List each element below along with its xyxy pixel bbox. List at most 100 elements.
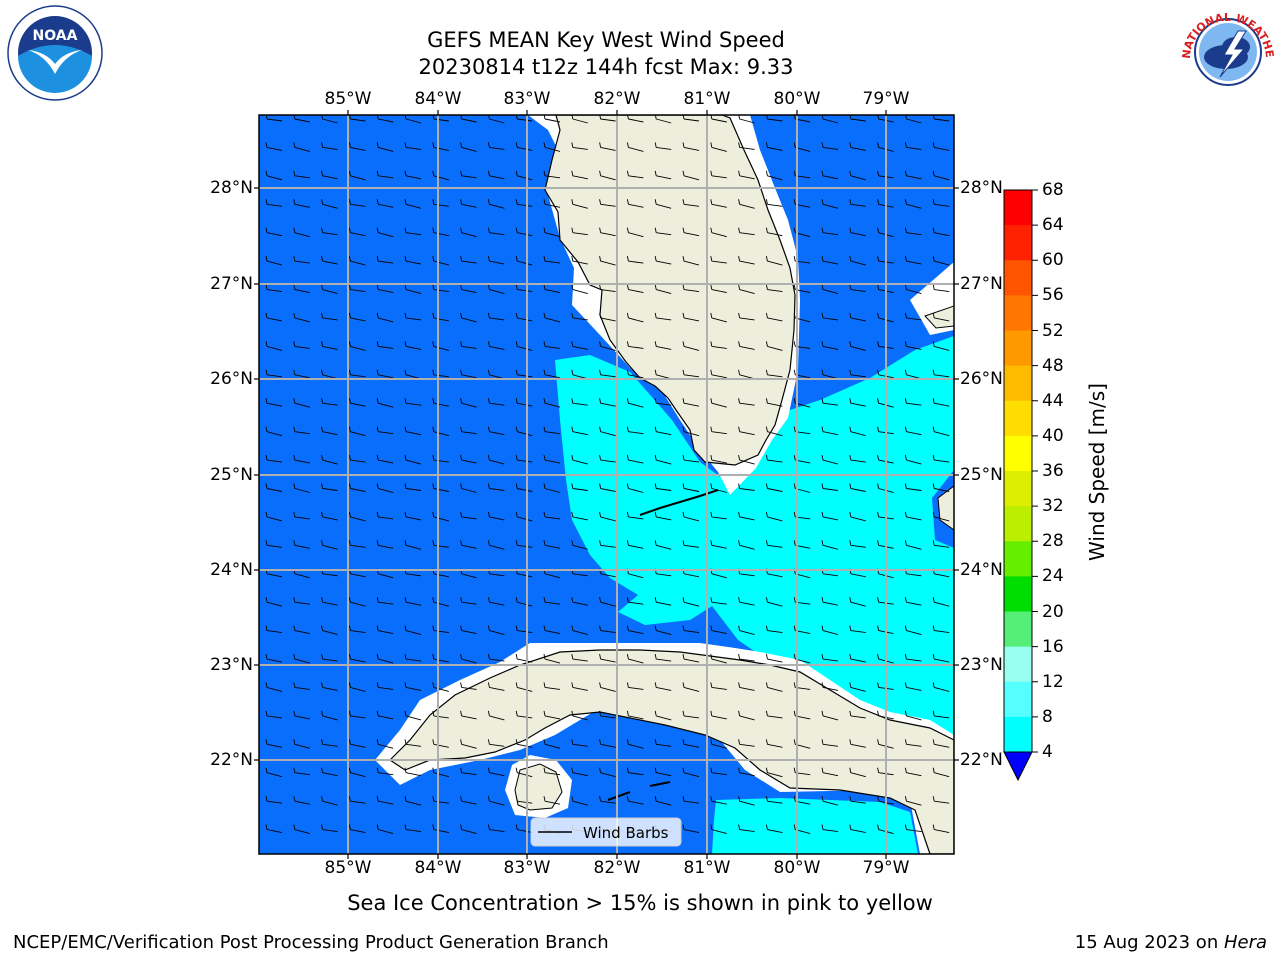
wind-barb <box>404 256 422 265</box>
wind-barb <box>348 454 366 463</box>
wind-barb <box>487 284 505 294</box>
wind-barb <box>626 625 644 635</box>
wind-barb <box>348 625 366 634</box>
wind-barb <box>905 115 922 124</box>
colorbar-segment <box>1004 681 1032 718</box>
wind-barb <box>654 767 672 777</box>
wind-barb <box>626 767 644 776</box>
wind-barb <box>765 454 783 463</box>
wind-barb <box>404 796 422 806</box>
wind-barb <box>849 142 866 151</box>
wind-barb <box>710 511 727 520</box>
wind-barb <box>626 170 644 179</box>
wind-barb <box>849 227 866 237</box>
wind-barb <box>432 653 449 663</box>
wind-barb <box>710 625 727 635</box>
wind-barb <box>376 483 394 493</box>
wind-barb <box>487 142 505 150</box>
colorbar-segment <box>1004 576 1032 612</box>
wind-barb <box>849 454 866 463</box>
wind-barb <box>432 341 449 351</box>
wind-barb <box>682 256 700 266</box>
wind-barb <box>460 597 477 605</box>
colorbar-tick-label: 24 <box>1042 566 1064 587</box>
wind-barb <box>515 142 533 151</box>
wind-barb <box>348 312 366 322</box>
wind-barb <box>376 199 394 208</box>
wind-barb <box>571 341 588 350</box>
wind-barb <box>599 625 616 634</box>
wind-barb <box>626 227 644 238</box>
wind-barb <box>821 653 839 662</box>
wind-barb <box>487 796 505 806</box>
wind-barb <box>821 454 839 465</box>
wind-barb <box>682 170 700 181</box>
wind-barb <box>404 398 422 406</box>
wind-barb <box>849 710 866 719</box>
wind-barb <box>432 227 449 237</box>
wind-barb <box>321 597 338 606</box>
wind-barb <box>404 739 422 747</box>
lon-label-top: 79°W <box>862 89 910 109</box>
wind-barb <box>932 227 950 237</box>
land-florida <box>544 115 796 466</box>
wind-barb <box>904 170 922 180</box>
wind-barb <box>487 398 505 406</box>
wind-barb <box>849 199 866 207</box>
wind-barb <box>348 739 366 748</box>
wind-barb <box>932 767 950 778</box>
wind-barb <box>515 483 533 492</box>
wind-barb <box>599 284 616 292</box>
wind-barb <box>654 142 672 150</box>
wind-barb <box>432 426 449 437</box>
lat-label-left: 28°N <box>210 178 253 198</box>
colorbar-tick-label: 48 <box>1042 355 1064 376</box>
wind-barb <box>765 710 783 719</box>
wind-barb <box>710 824 727 835</box>
wind-barb <box>682 625 700 634</box>
wind-barb <box>348 796 366 804</box>
wind-barb <box>460 483 477 493</box>
wind-barb <box>738 170 755 180</box>
wind-barb <box>765 597 783 607</box>
wind-barb <box>543 540 561 549</box>
wind-barb <box>265 142 283 151</box>
chart-title: GEFS MEAN Key West Wind Speed <box>427 28 785 52</box>
wind-barb <box>849 483 866 492</box>
wind-barb <box>460 115 477 123</box>
wind-barb <box>849 597 866 607</box>
lat-label-right: 24°N <box>960 560 1003 580</box>
colorbar-segment <box>1004 435 1032 472</box>
wind-barb <box>460 540 477 549</box>
wind-barb <box>293 170 310 179</box>
wind-barb <box>765 426 783 437</box>
wind-barb <box>904 227 922 236</box>
wind-barb <box>376 312 394 323</box>
wind-barb <box>738 653 755 662</box>
wind-barb <box>404 115 422 124</box>
wind-barb <box>849 739 866 748</box>
wind-barb <box>349 115 366 122</box>
wind-barb <box>543 739 561 749</box>
wind-barbs <box>265 115 950 835</box>
wind-barb <box>682 454 700 463</box>
wind-barb <box>460 682 477 690</box>
wind-barb <box>571 511 588 521</box>
wind-barb <box>348 227 366 237</box>
wind-barb <box>626 284 644 293</box>
wind-barb <box>738 227 755 236</box>
wind-barb <box>376 540 394 549</box>
wind-barb <box>432 170 449 181</box>
wind-barb <box>654 682 672 691</box>
wind-barb <box>904 398 922 406</box>
wind-barb <box>654 199 672 209</box>
wind-barb <box>265 767 283 778</box>
lon-label-top: 83°W <box>503 89 551 109</box>
wind-barb <box>654 170 672 180</box>
wind-barb <box>487 625 505 636</box>
wind-barb <box>849 312 866 322</box>
colorbar-segment <box>1004 260 1032 296</box>
wind-barb <box>348 256 366 266</box>
wind-barb <box>821 142 839 150</box>
wind-barb <box>849 796 866 804</box>
